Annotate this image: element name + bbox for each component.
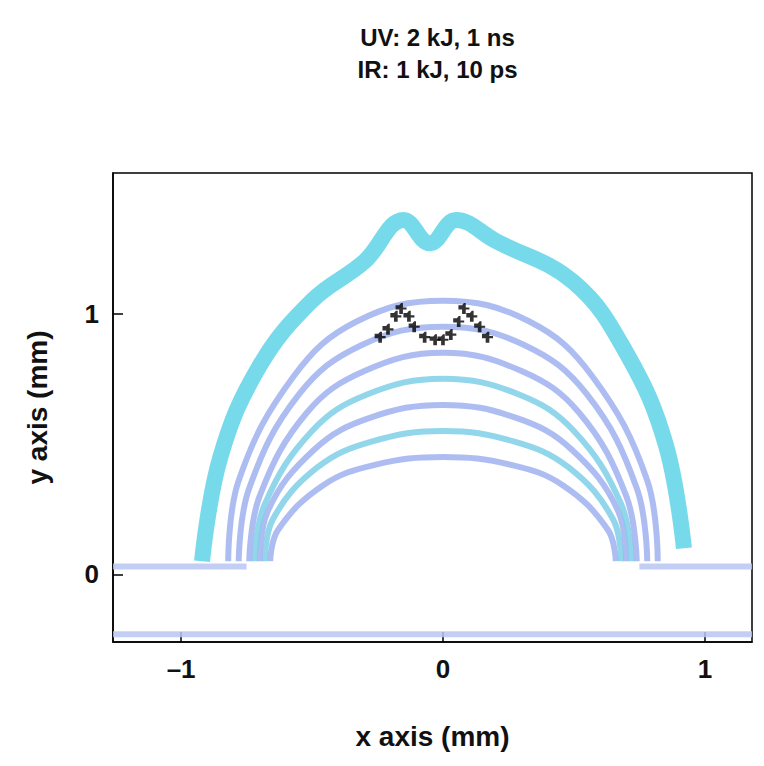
svg-text:1: 1 [698, 654, 712, 684]
svg-text:–1: –1 [167, 654, 196, 684]
svg-text:y axis (mm): y axis (mm) [22, 330, 53, 484]
svg-text:0: 0 [436, 654, 450, 684]
svg-text:UV: 2 kJ, 1 ns: UV: 2 kJ, 1 ns [360, 24, 515, 51]
svg-text:0: 0 [85, 559, 99, 589]
svg-text:1: 1 [85, 299, 99, 329]
svg-text:IR: 1 kJ, 10 ps: IR: 1 kJ, 10 ps [357, 56, 517, 83]
svg-text:x axis (mm): x axis (mm) [355, 721, 509, 752]
